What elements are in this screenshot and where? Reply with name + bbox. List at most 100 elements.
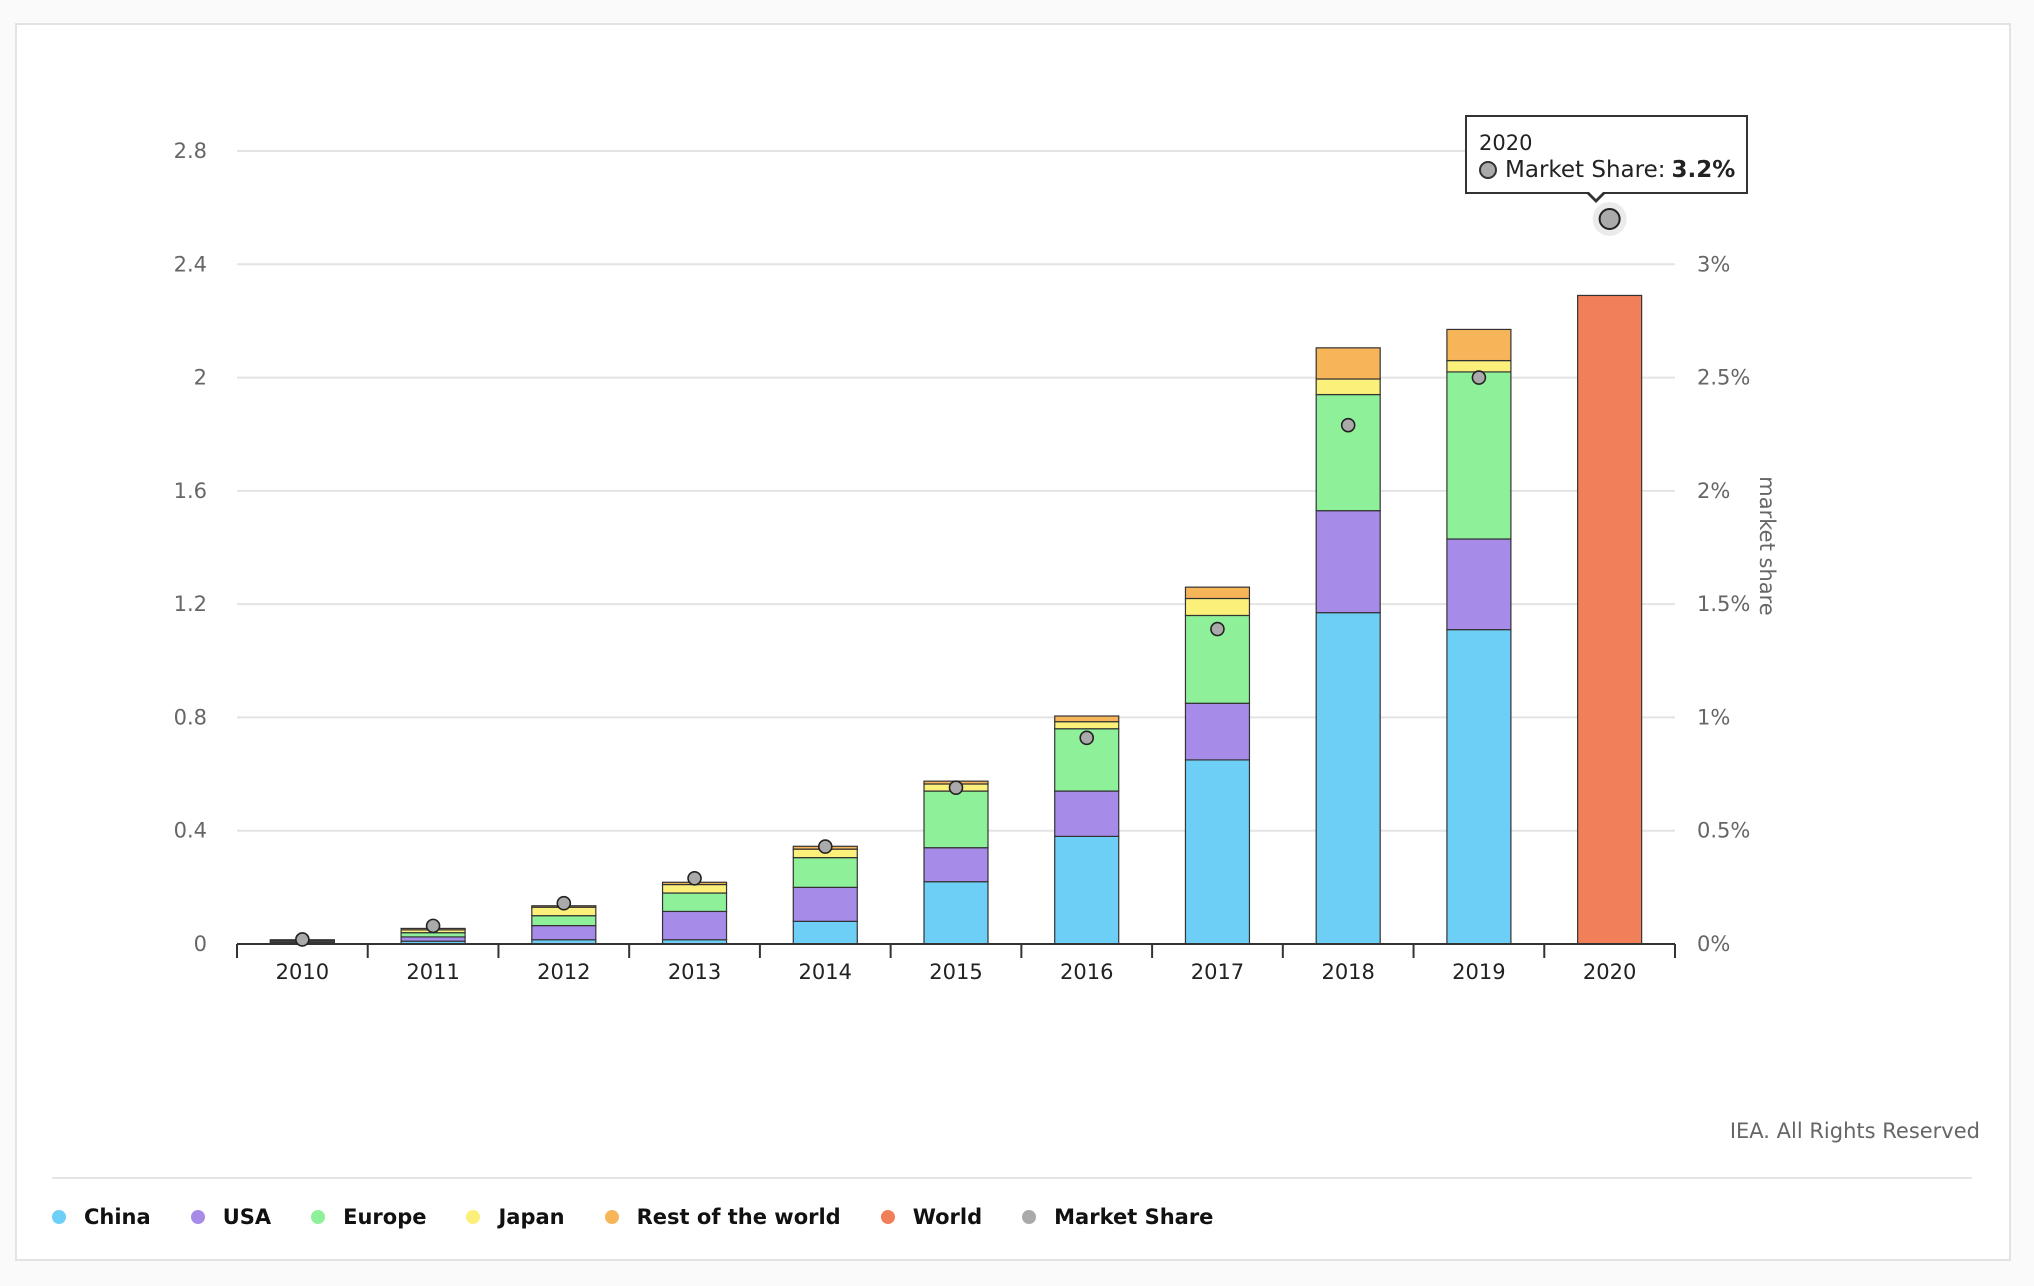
market-share-point-2012[interactable] [556,895,572,911]
bar-usa-2013[interactable] [661,910,728,941]
y2-tick-label: 1% [1697,705,1730,729]
tooltip-year: 2020 [1479,131,1533,155]
legend-item-china[interactable]: China [52,1205,151,1229]
legend-item-rest-of-the-world[interactable]: Rest of the world [604,1205,841,1229]
bar-europe-2019[interactable] [1446,371,1512,540]
bar-usa-2018[interactable] [1315,510,1381,614]
y-tick-label: 2 [194,366,207,390]
market-share-point-2010[interactable] [295,932,310,947]
legend-marker-icon [1022,1210,1037,1224]
legend-item-market-share[interactable]: Market Share [1022,1205,1213,1229]
bar-china-2014[interactable] [792,920,858,945]
x-tick-label: 2017 [1191,960,1244,984]
y-tick-label: 1.2 [174,592,207,616]
legend: China USA Europe Japan Rest of the world Worl… [52,1205,1253,1229]
bar-rest-of-the-world-2019[interactable] [1446,328,1512,362]
bar-europe-2014[interactable] [792,857,858,888]
bar-china-2018[interactable] [1315,612,1381,945]
market-share-point-2018[interactable] [1340,417,1356,433]
market-share-point-2013[interactable] [687,870,702,886]
y-tick-label: 1.6 [174,479,207,503]
x-tick-label: 2015 [929,960,982,984]
legend-marker-icon [52,1210,66,1224]
x-tick-label: 2011 [406,960,459,984]
y2-tick-label: 0.5% [1697,819,1750,843]
market-share-point-2020[interactable] [1598,207,1621,230]
market-share-point-2015[interactable] [948,780,964,795]
x-tick-label: 2019 [1452,960,1505,984]
bar-europe-2011[interactable] [400,932,466,938]
legend-item-usa[interactable]: USA [190,1205,272,1229]
legend-item-world[interactable]: World [880,1205,983,1229]
y2-axis-title: market share [1755,476,1779,615]
legend-label: Rest of the world [636,1205,841,1229]
copyright-text: IEA. All Rights Reserved [1729,1119,1980,1143]
y2-tick-label: 3% [1697,252,1730,276]
y-tick-label: 0 [194,932,207,956]
chart-frame [15,23,2011,1261]
legend-item-europe[interactable]: Europe [311,1205,426,1229]
y-tick-label: 2.4 [174,252,207,276]
legend-label: Japan [498,1205,565,1229]
bar-japan-2016[interactable] [1054,721,1120,730]
x-tick-label: 2018 [1321,960,1374,984]
bar-japan-2013[interactable] [661,883,728,894]
bar-usa-2017[interactable] [1184,702,1251,761]
bar-japan-2019[interactable] [1446,359,1512,373]
x-tick-label: 2012 [537,960,590,984]
bar-rest-of-the-world-2018[interactable] [1315,347,1381,380]
legend-marker-icon [880,1210,895,1224]
bar-japan-2018[interactable] [1315,378,1381,396]
market-share-point-2017[interactable] [1210,621,1225,637]
legend-label: World [912,1205,983,1229]
legend-marker-icon [190,1210,205,1224]
legend-label: China [84,1205,151,1229]
bar-rest-of-the-world-2016[interactable] [1054,715,1120,723]
tooltip-pointer-inner [1587,190,1605,199]
y-tick-label: 2.8 [174,139,207,163]
y-tick-label: 0.4 [174,819,207,843]
bar-china-2016[interactable] [1054,835,1120,945]
bar-world-2020[interactable] [1577,294,1643,945]
bar-usa-2015[interactable] [923,847,989,883]
x-tick-label: 2010 [276,960,329,984]
legend-item-japan[interactable]: Japan [466,1205,565,1229]
bar-europe-2015[interactable] [923,790,989,849]
tooltip-marker-icon [1479,161,1497,179]
legend-label: Market Share [1054,1205,1214,1229]
tooltip-line: Market Share: 3.2% [1479,157,1735,183]
bar-europe-2018[interactable] [1315,393,1381,512]
x-tick-label: 2016 [1060,960,1113,984]
bar-china-2015[interactable] [923,881,989,945]
market-share-point-2011[interactable] [425,918,441,934]
bar-japan-2017[interactable] [1184,597,1251,617]
bar-usa-2012[interactable] [531,924,597,941]
legend-label: USA [222,1205,272,1229]
y-tick-label: 0.8 [174,705,207,729]
bar-europe-2013[interactable] [661,892,728,913]
bar-usa-2016[interactable] [1054,790,1120,837]
bar-china-2019[interactable] [1446,629,1512,945]
x-tick-label: 2020 [1583,960,1636,984]
market-share-point-2019[interactable] [1471,370,1487,385]
legend-label: Europe [343,1205,427,1229]
tooltip-value: 3.2% [1671,157,1736,183]
legend-marker-icon [604,1210,619,1224]
market-share-point-2014[interactable] [817,839,833,854]
legend-marker-icon [466,1210,481,1224]
bar-usa-2019[interactable] [1446,538,1512,631]
tooltip-label: Market Share: [1505,157,1666,183]
bar-europe-2012[interactable] [531,915,597,927]
y2-tick-label: 2% [1697,479,1730,503]
market-share-point-2016[interactable] [1079,730,1095,746]
bar-usa-2011[interactable] [400,936,466,942]
legend-divider [52,1177,1972,1179]
y2-tick-label: 2.5% [1697,366,1750,390]
bar-china-2017[interactable] [1184,759,1251,945]
bar-usa-2014[interactable] [792,886,858,922]
y2-tick-label: 1.5% [1697,592,1750,616]
x-tick-label: 2013 [668,960,721,984]
bar-rest-of-the-world-2017[interactable] [1184,586,1251,600]
tooltip: 2020 Market Share: 3.2% [1465,115,1748,194]
